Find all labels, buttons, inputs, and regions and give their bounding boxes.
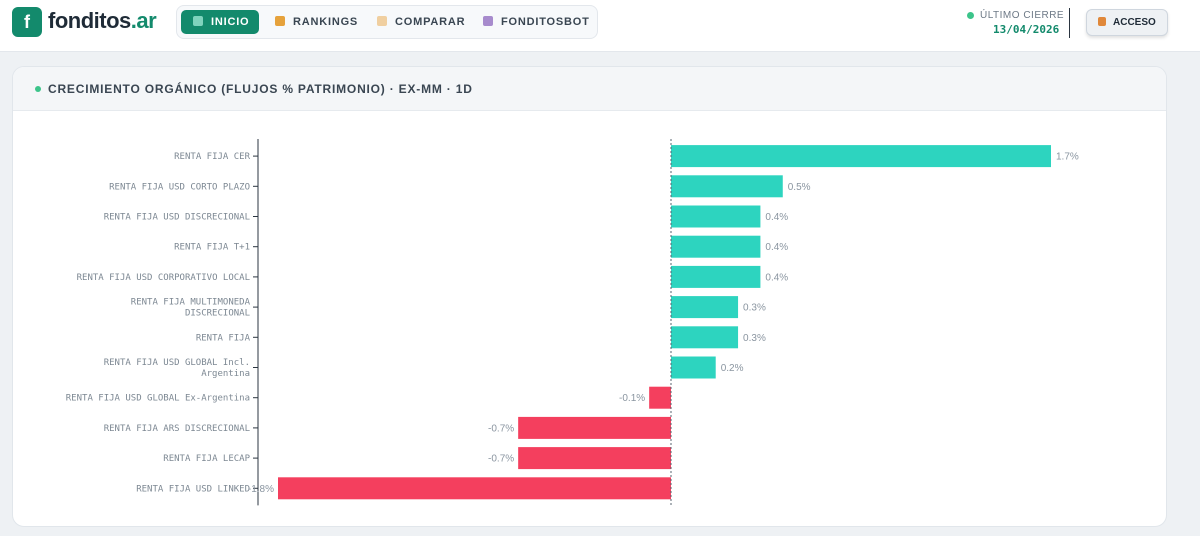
bar[interactable] — [671, 296, 739, 319]
value-label: 1.7% — [1056, 152, 1079, 163]
lock-icon — [1098, 17, 1106, 26]
value-label: -0.7% — [488, 454, 514, 465]
nav-fonditosbot-label: FONDITOSBOT — [501, 16, 590, 28]
logo-icon[interactable]: f — [12, 7, 42, 37]
trophy-icon — [275, 16, 285, 26]
category-label: RENTA FIJA — [196, 333, 251, 343]
status-dot-icon — [967, 12, 974, 19]
chart-card-header: CRECIMIENTO ORGÁNICO (FLUJOS % PATRIMONI… — [13, 67, 1166, 111]
chart-card: CRECIMIENTO ORGÁNICO (FLUJOS % PATRIMONI… — [12, 66, 1167, 527]
value-label: 0.5% — [788, 182, 811, 193]
logo-wordmark[interactable]: fonditos.ar — [48, 8, 157, 34]
chart-icon — [193, 16, 203, 26]
chart-title: CRECIMIENTO ORGÁNICO (FLUJOS % PATRIMONI… — [48, 82, 473, 96]
category-label: RENTA FIJA MULTIMONEDA DISCRECIONAL — [131, 298, 251, 319]
category-label: RENTA FIJA USD DISCRECIONAL — [104, 213, 250, 223]
category-label: RENTA FIJA ARS DISCRECIONAL — [104, 424, 250, 434]
value-label: -0.1% — [619, 393, 645, 404]
value-label: 0.3% — [743, 333, 766, 344]
value-label: 0.3% — [743, 303, 766, 314]
category-label: RENTA FIJA T+1 — [174, 243, 250, 253]
category-label: RENTA FIJA USD CORTO PLAZO — [109, 182, 250, 192]
header-divider — [1069, 8, 1070, 38]
value-label: 0.4% — [765, 212, 788, 223]
bar[interactable] — [671, 326, 739, 349]
main-nav: INICIO RANKINGS COMPARAR FONDITOSBOT — [176, 5, 598, 39]
acceso-button[interactable]: ACCESO — [1086, 9, 1168, 36]
category-label: RENTA FIJA USD GLOBAL Incl. Argentina — [104, 358, 250, 379]
bar[interactable] — [671, 145, 1051, 168]
ultimo-cierre-date: 13/04/2026 — [993, 23, 1060, 36]
category-label: RENTA FIJA USD GLOBAL Ex-Argentina — [66, 394, 250, 404]
value-label: 0.4% — [765, 272, 788, 283]
category-label: RENTA FIJA LECAP — [163, 454, 250, 464]
ultimo-cierre-label: ÚLTIMO CIERRE — [980, 10, 1065, 21]
bar[interactable] — [671, 175, 783, 198]
bar[interactable] — [671, 235, 761, 258]
bot-icon — [483, 16, 493, 26]
bar[interactable] — [518, 447, 671, 470]
nav-inicio-label: INICIO — [211, 16, 250, 28]
bar[interactable] — [518, 416, 671, 439]
bar[interactable] — [671, 265, 761, 288]
nav-inicio-button[interactable]: INICIO — [181, 10, 259, 34]
nav-rankings-label: RANKINGS — [293, 16, 359, 28]
flows-bar-chart: RENTA FIJA CER 1.7% RENTA FIJA USD CORTO P… — [66, 139, 1079, 506]
logo-accent: .ar — [130, 8, 157, 33]
category-label: RENTA FIJA USD LINKED — [136, 484, 250, 494]
logo-main: fonditos — [48, 8, 131, 33]
value-label: 0.4% — [765, 242, 788, 253]
bar[interactable] — [671, 205, 761, 228]
nav-comparar-label: COMPARAR — [395, 16, 466, 28]
category-label: RENTA FIJA CER — [174, 152, 250, 162]
value-label: -0.7% — [488, 423, 514, 434]
value-label: -1.8% — [248, 484, 274, 495]
nav-fonditosbot-button[interactable]: FONDITOSBOT — [483, 10, 593, 34]
balance-icon — [377, 16, 387, 26]
bar[interactable] — [278, 477, 671, 500]
nav-comparar-button[interactable]: COMPARAR — [377, 10, 469, 34]
bar[interactable] — [649, 386, 671, 409]
acceso-label: ACCESO — [1113, 17, 1156, 28]
top-navbar: f fonditos.ar INICIO RANKINGS COMPARAR F… — [0, 0, 1200, 52]
nav-rankings-button[interactable]: RANKINGS — [275, 10, 363, 34]
category-label: RENTA FIJA USD CORPORATIVO LOCAL — [77, 273, 250, 283]
bar[interactable] — [671, 356, 716, 379]
value-label: 0.2% — [721, 363, 744, 374]
title-dot-icon — [35, 86, 41, 92]
